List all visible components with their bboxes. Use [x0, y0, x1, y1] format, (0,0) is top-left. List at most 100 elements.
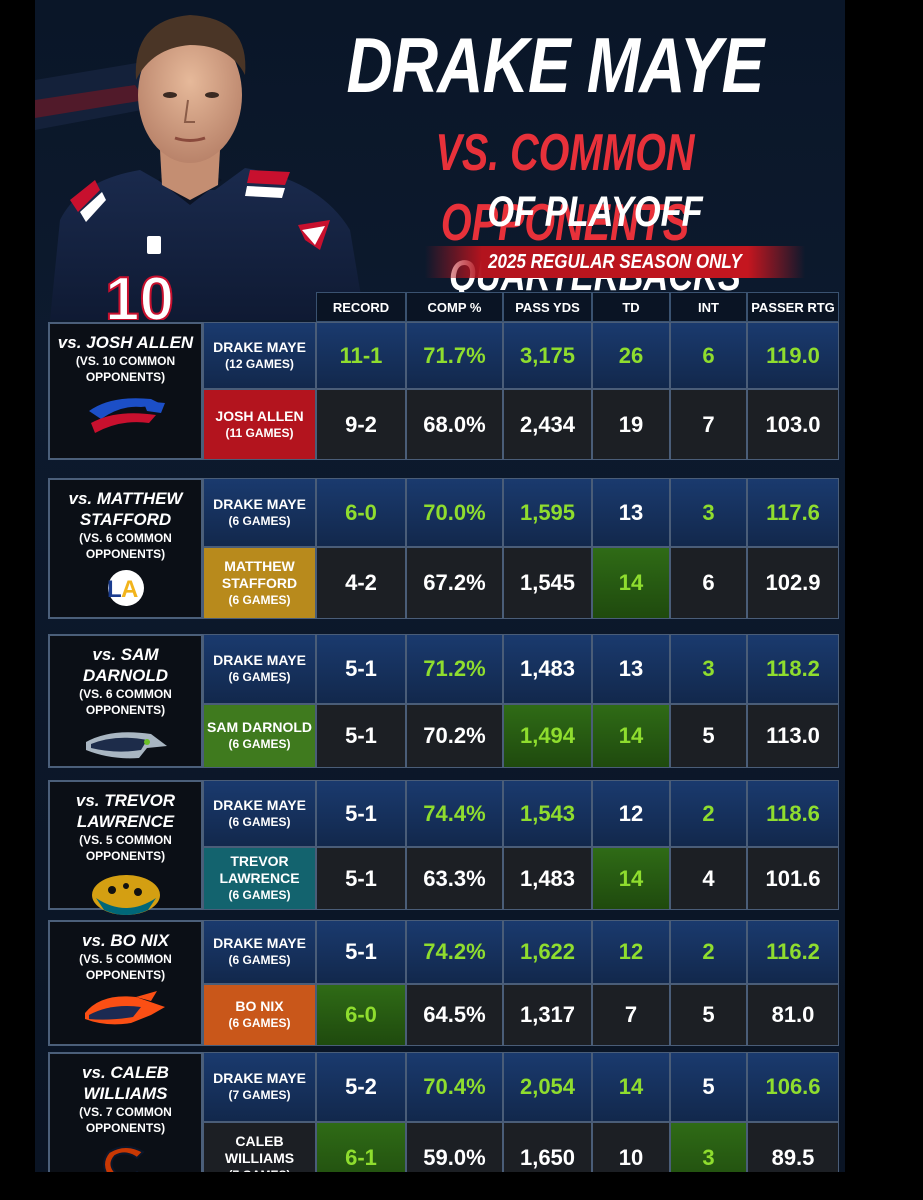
matchup-label: vs. JOSH ALLEN (VS. 10 COMMON OPPONENTS) [48, 322, 203, 460]
stat-record: 9-2 [316, 389, 406, 460]
matchup-note-2: OPPONENTS) [85, 547, 166, 561]
player-name: DRAKE MAYE [213, 935, 306, 951]
stat-yds: 1,595 [503, 478, 592, 547]
stat-comp: 74.2% [406, 920, 503, 984]
stat-td: 13 [592, 478, 670, 547]
matchup-note-1: (VS. 7 COMMON [79, 1105, 172, 1119]
games-played: (7 GAMES) [228, 1088, 291, 1102]
stat-yds: 2,054 [503, 1052, 592, 1122]
matchup-note-1: (VS. 5 COMMON [79, 952, 172, 966]
stat-rtg: 118.2 [747, 634, 839, 704]
stat-comp: 59.0% [406, 1122, 503, 1172]
games-played: (6 GAMES) [228, 592, 291, 607]
season-banner: 2025 REGULAR SEASON ONLY [405, 240, 825, 282]
player-name-cell: DRAKE MAYE (7 GAMES) [203, 1052, 316, 1122]
player-name: CALEB [235, 1132, 284, 1149]
player-name-2: LAWRENCE [219, 870, 300, 886]
stat-record: 6-1 [316, 1122, 406, 1172]
col-header-rtg: PASSER RTG [747, 292, 839, 322]
svg-text:L: L [107, 576, 122, 603]
stat-record: 6-0 [316, 478, 406, 547]
stat-yds: 3,175 [503, 322, 592, 389]
col-header-record: RECORD [316, 292, 406, 322]
stat-td: 19 [592, 389, 670, 460]
stat-rtg: 102.9 [747, 547, 839, 619]
games-played: (6 GAMES) [228, 513, 291, 528]
player-name-cell: DRAKE MAYE (6 GAMES) [203, 478, 316, 547]
season-banner-text: 2025 REGULAR SEASON ONLY [488, 251, 742, 273]
stat-record: 5-1 [316, 704, 406, 768]
games-played: (6 GAMES) [228, 737, 291, 751]
stat-comp: 67.2% [406, 547, 503, 619]
stat-yds: 1,543 [503, 780, 592, 847]
player-name-2: STAFFORD [221, 574, 298, 591]
games-played: (7 GAMES) [204, 1167, 315, 1173]
player-name: DRAKE MAYE [213, 652, 306, 668]
matchup-note-2: OPPONENTS) [85, 1121, 166, 1135]
player-name: DRAKE MAYE [213, 495, 306, 512]
player-name-cell: DRAKE MAYE (6 GAMES) [203, 634, 316, 704]
stat-int: 5 [670, 704, 747, 768]
player-name-cell: DRAKE MAYE (6 GAMES) [203, 780, 316, 847]
stat-td: 13 [592, 634, 670, 704]
player-name-cell: DRAKE MAYE (12 GAMES) [203, 322, 316, 389]
matchup-title: vs. BO NIX [82, 931, 169, 950]
page-title: DRAKE MAYE [346, 21, 764, 109]
matchup-block: vs. BO NIX (VS. 5 COMMON OPPONENTS) DRAKE M… [48, 920, 839, 1046]
stat-record: 5-1 [316, 634, 406, 704]
games-played: (6 GAMES) [228, 1016, 291, 1030]
player-name: DRAKE MAYE [213, 338, 306, 355]
stat-comp: 74.4% [406, 780, 503, 847]
matchup-note-2: OPPONENTS) [85, 968, 166, 982]
matchup-block: vs. SAM DARNOLD (VS. 6 COMMON OPPONENTS) DR… [48, 634, 839, 768]
stat-record: 6-0 [316, 984, 406, 1046]
stat-yds: 1,494 [503, 704, 592, 768]
player-name: DRAKE MAYE [213, 1070, 306, 1086]
stat-comp: 70.0% [406, 478, 503, 547]
stat-rtg: 117.6 [747, 478, 839, 547]
matchup-title: vs. JOSH ALLEN [57, 333, 194, 352]
player-name-cell: TREVOR LAWRENCE (6 GAMES) [203, 847, 316, 910]
stat-rtg: 81.0 [747, 984, 839, 1046]
stat-record: 5-1 [316, 847, 406, 910]
matchup-block: vs. TREVOR LAWRENCE (VS. 5 COMMON OPPONENT… [48, 780, 839, 915]
player-name-cell: BO NIX (6 GAMES) [203, 984, 316, 1046]
stat-yds: 1,483 [503, 634, 592, 704]
stat-int: 3 [670, 478, 747, 547]
stat-record: 11-1 [316, 322, 406, 389]
stat-comp: 64.5% [406, 984, 503, 1046]
stat-int: 2 [670, 780, 747, 847]
stat-td: 26 [592, 322, 670, 389]
games-played: (12 GAMES) [225, 356, 294, 371]
stat-yds: 1,545 [503, 547, 592, 619]
player-name-cell: JOSH ALLEN (11 GAMES) [203, 389, 316, 460]
matchup-title-2: STAFFORD [79, 510, 172, 529]
matchup-note-1: (VS. 6 COMMON [79, 687, 172, 701]
svg-text:A: A [121, 576, 138, 603]
col-header-yds: PASS YDS [503, 292, 592, 322]
matchup-title: vs. SAM DARNOLD [83, 645, 168, 685]
jersey-number: 10 [105, 265, 174, 320]
player-name: JOSH ALLEN [215, 407, 304, 424]
stat-yds: 1,483 [503, 847, 592, 910]
stat-td: 14 [592, 1052, 670, 1122]
stat-record: 5-2 [316, 1052, 406, 1122]
stat-int: 5 [670, 984, 747, 1046]
player-name-cell: DRAKE MAYE (6 GAMES) [203, 920, 316, 984]
stat-yds: 1,622 [503, 920, 592, 984]
player-name: SAM DARNOLD [207, 719, 312, 735]
jaguars-logo-icon [50, 870, 201, 924]
seahawks-logo-icon [50, 724, 201, 768]
player-name-cell: MATTHEW STAFFORD (6 GAMES) [203, 547, 316, 619]
matchup-note-1: (VS. 6 COMMON [79, 531, 172, 545]
stat-yds: 2,434 [503, 389, 592, 460]
matchup-title: vs. TREVOR LAWRENCE [75, 791, 176, 831]
games-played: (6 GAMES) [228, 814, 291, 829]
stat-td: 14 [592, 847, 670, 910]
stat-td: 12 [592, 920, 670, 984]
stat-rtg: 103.0 [747, 389, 839, 460]
stat-rtg: 113.0 [747, 704, 839, 768]
games-played: (6 GAMES) [228, 888, 291, 902]
player-name: BO NIX [235, 998, 284, 1014]
